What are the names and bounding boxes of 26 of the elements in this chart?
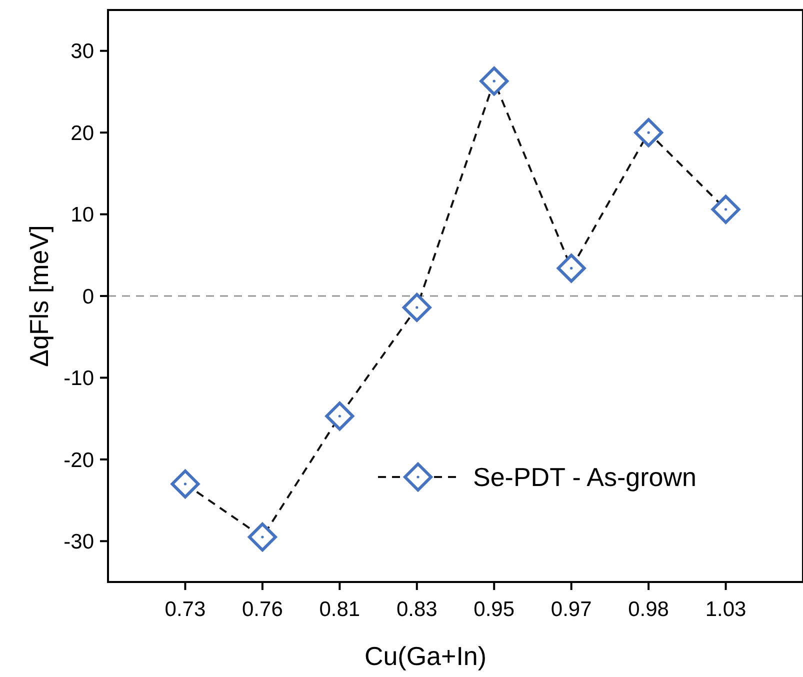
x-tick-label: 0.97 — [550, 598, 592, 621]
point — [170, 469, 200, 498]
x-tick-label: 0.83 — [396, 598, 438, 621]
y-axis-title: ΔqFls [meV] — [24, 225, 54, 367]
x-tick-label: 1.03 — [705, 598, 746, 621]
legend-label: Se-PDT - As-grown — [473, 462, 696, 492]
point — [480, 66, 509, 96]
x-tick-label: 0.76 — [242, 598, 283, 621]
y-tick-label: 30 — [70, 40, 94, 64]
y-tick-label: 10 — [70, 204, 94, 227]
point — [556, 254, 586, 283]
x-axis-title: Cu(Ga+In) — [364, 641, 487, 671]
y-tick-label: -20 — [64, 448, 94, 472]
point — [711, 194, 740, 224]
point — [248, 522, 277, 552]
point — [325, 402, 354, 431]
point — [402, 292, 432, 322]
x-tick-label: 0.81 — [319, 598, 360, 621]
y-tick-label: 0 — [82, 285, 94, 308]
y-tick-label: -30 — [64, 530, 94, 554]
x-tick-label: 0.95 — [474, 598, 515, 621]
point — [634, 118, 664, 148]
y-tick-label: 20 — [70, 122, 94, 145]
y-tick-label: -10 — [64, 367, 94, 390]
x-tick-label: 0.73 — [164, 598, 206, 621]
x-tick-label: 0.98 — [628, 598, 669, 621]
